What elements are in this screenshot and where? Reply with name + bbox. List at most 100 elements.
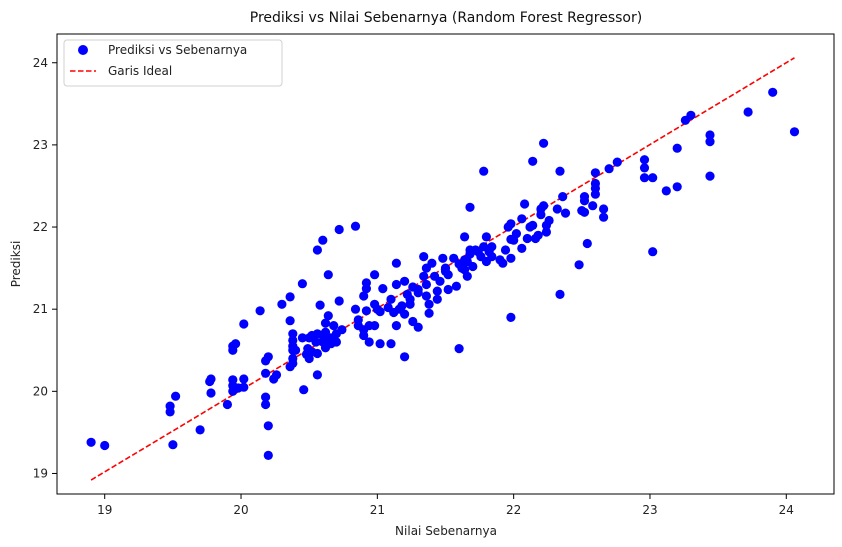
scatter-point xyxy=(375,307,385,317)
scatter-point xyxy=(334,224,344,235)
scatter-point xyxy=(541,227,552,237)
scatter-point xyxy=(432,286,442,296)
y-tick-label: 20 xyxy=(33,384,48,398)
scatter-point xyxy=(539,201,549,211)
scatter-point xyxy=(487,252,497,262)
scatter-point xyxy=(555,289,565,299)
scatter-point xyxy=(427,258,437,268)
scatter-point xyxy=(361,306,371,316)
scatter-point xyxy=(451,281,461,291)
scatter-point xyxy=(408,316,418,327)
scatter-point xyxy=(419,252,429,262)
scatter-point xyxy=(261,392,271,402)
scatter-point xyxy=(386,339,396,349)
scatter-point xyxy=(297,279,307,289)
scatter-point xyxy=(479,166,489,176)
scatter-point xyxy=(364,337,374,347)
scatter-point xyxy=(599,212,609,222)
scatter-point xyxy=(590,178,601,189)
scatter-point xyxy=(705,137,715,147)
scatter-point xyxy=(391,321,401,331)
scatter-point xyxy=(465,202,475,212)
scatter-point xyxy=(768,87,778,97)
scatter-point xyxy=(271,370,282,380)
scatter-point xyxy=(590,168,601,178)
scatter-point xyxy=(171,391,181,401)
legend-label-points: Prediksi vs Sebenarnya xyxy=(108,43,247,57)
scatter-point xyxy=(413,288,423,298)
scatter-point xyxy=(195,425,205,435)
scatter-point xyxy=(378,284,388,294)
x-tick-label: 24 xyxy=(779,503,794,517)
points-layer xyxy=(86,87,800,460)
scatter-point xyxy=(331,337,341,347)
scatter-point xyxy=(443,270,453,280)
x-tick-label: 20 xyxy=(233,503,248,517)
scatter-point xyxy=(481,232,491,242)
scatter-point xyxy=(743,107,753,117)
scatter-point xyxy=(329,321,339,331)
scatter-point xyxy=(297,333,307,343)
scatter-point xyxy=(528,156,538,166)
y-tick-label: 19 xyxy=(33,466,48,480)
scatter-point xyxy=(506,312,516,322)
scatter-point xyxy=(288,358,298,368)
scatter-point xyxy=(370,270,380,280)
legend-label-ideal-line: Garis Ideal xyxy=(108,64,172,78)
y-axis-label: Prediksi xyxy=(9,241,23,288)
scatter-point xyxy=(312,245,322,255)
x-tick-label: 19 xyxy=(97,503,112,517)
scatter-point xyxy=(413,322,423,332)
scatter-point xyxy=(544,215,554,226)
scatter-point xyxy=(438,253,448,263)
scatter-point xyxy=(528,220,538,230)
scatter-point xyxy=(520,199,530,209)
scatter-point xyxy=(320,318,331,328)
scatter-point xyxy=(705,171,715,181)
scatter-point xyxy=(323,270,333,280)
scatter-point xyxy=(460,232,470,242)
scatter-point xyxy=(315,300,325,310)
scatter-point xyxy=(705,130,715,140)
scatter-point xyxy=(686,110,696,120)
scatter-point xyxy=(552,204,562,214)
scatter-point xyxy=(222,399,232,410)
scatter-point xyxy=(648,173,658,183)
scatter-point xyxy=(558,192,568,202)
scatter-point xyxy=(239,374,249,384)
scatter-point xyxy=(588,201,598,211)
scatter-point xyxy=(334,296,344,306)
legend: Prediksi vs Sebenarnya Garis Ideal xyxy=(63,39,283,87)
scatter-point xyxy=(261,399,271,410)
scatter-point xyxy=(299,385,309,395)
scatter-point xyxy=(320,327,331,337)
scatter-point xyxy=(239,319,249,329)
scatter-point xyxy=(263,421,273,431)
scatter-point xyxy=(517,214,527,224)
scatter-point xyxy=(462,271,472,281)
scatter-point xyxy=(424,308,434,318)
scatter-point xyxy=(506,219,516,229)
scatter-point xyxy=(359,291,369,301)
scatter-point xyxy=(288,329,298,339)
scatter-point xyxy=(419,271,429,281)
x-tick-label: 22 xyxy=(506,503,521,517)
scatter-point xyxy=(375,339,385,349)
scatter-point xyxy=(522,233,532,244)
scatter-point xyxy=(599,204,609,214)
scatter-point xyxy=(370,321,380,331)
scatter-point xyxy=(443,284,453,295)
x-axis-ticks: 19 20 21 22 23 24 xyxy=(97,494,794,517)
scatter-point xyxy=(391,258,401,268)
x-axis-label: Nilai Sebenarnya xyxy=(395,524,497,538)
scatter-point xyxy=(639,173,650,183)
scatter-point xyxy=(285,316,295,326)
scatter-point xyxy=(639,155,650,165)
scatter-point xyxy=(579,207,590,217)
scatter-point xyxy=(574,260,584,270)
scatter-point xyxy=(661,186,671,196)
scatter-point xyxy=(312,348,322,359)
y-axis-ticks: 19 20 21 22 23 24 xyxy=(33,56,57,480)
scatter-point xyxy=(320,335,331,345)
scatter-point xyxy=(555,166,565,176)
